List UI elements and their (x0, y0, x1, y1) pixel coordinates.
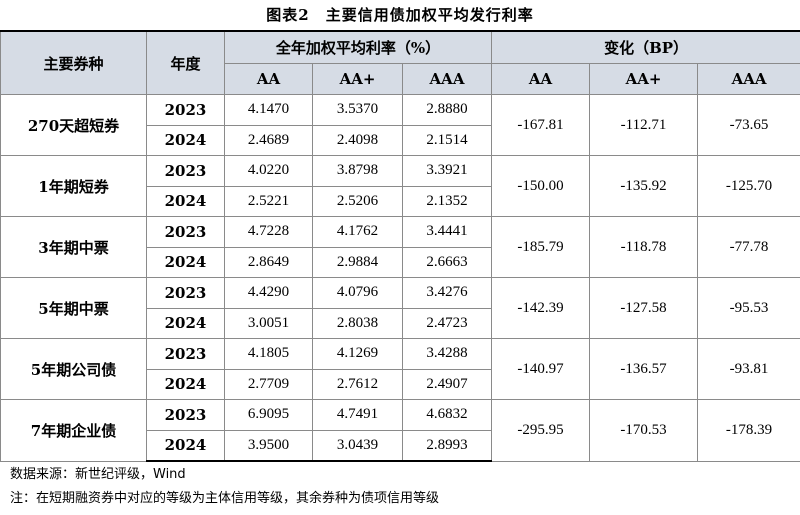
rate-cell: 2.4907 (401, 368, 493, 400)
rate-cell: 3.9500 (224, 429, 313, 462)
table-row: 2024 3.9500 3.0439 2.8993 (1, 429, 800, 462)
header-year: 年度 (146, 30, 225, 95)
rate-cell: 2.7612 (312, 368, 403, 400)
rate-cell: 2.9884 (312, 246, 403, 278)
rate-cell: 2.4723 (401, 307, 493, 339)
rate-cell: 3.4276 (401, 277, 493, 309)
header-rate-aa: AA (224, 63, 313, 95)
footnote: 注：在短期融资券中对应的等级为主体信用等级，其余券种为债项信用等级 (10, 491, 440, 506)
change-cell: -135.92 (589, 155, 699, 217)
bond-type: 270天超短券 (0, 94, 147, 156)
rate-cell: 4.1269 (312, 338, 403, 370)
year-cell: 2024 (146, 368, 225, 400)
year-cell: 2023 (146, 338, 225, 370)
table-row: 2024 2.7709 2.7612 2.4907 (1, 368, 800, 400)
year-cell: 2024 (146, 246, 225, 278)
year-cell: 2023 (146, 94, 225, 126)
rate-cell: 3.4288 (401, 338, 493, 370)
rate-cell: 2.8880 (401, 94, 493, 126)
rate-cell: 4.1470 (224, 94, 313, 126)
rate-cell: 3.3921 (401, 155, 493, 187)
bond-type: 3年期中票 (0, 216, 147, 278)
rate-cell: 3.0439 (312, 429, 403, 462)
change-cell: -170.53 (589, 399, 699, 462)
table-row: 270天超短券 2023 4.1470 3.5370 2.8880 -167.81 -112… (0, 94, 800, 156)
year-cell: 2024 (146, 185, 225, 217)
year-cell: 2024 (146, 124, 225, 156)
rates-table: 主要券种 年度 全年加权平均利率（%） 变化（BP） AA AA+ AAA AA… (0, 30, 800, 462)
change-cell: -77.78 (697, 216, 800, 278)
change-cell: -93.81 (697, 338, 800, 400)
rate-cell: 4.4290 (224, 277, 313, 309)
bond-type: 7年期企业债 (0, 399, 147, 462)
header-type: 主要券种 (0, 30, 147, 95)
change-cell: -140.97 (491, 338, 591, 400)
rate-cell: 2.7709 (224, 368, 313, 400)
table-row: 2024 2.8649 2.9884 2.6663 (1, 246, 800, 278)
bond-type: 1年期短券 (0, 155, 147, 217)
rate-cell: 3.8798 (312, 155, 403, 187)
year-cell: 2024 (146, 429, 225, 462)
rate-cell: 4.1762 (312, 216, 403, 248)
header-rate-aaa: AAA (401, 63, 493, 95)
change-cell: -167.81 (491, 94, 591, 156)
rate-cell: 4.0796 (312, 277, 403, 309)
rate-cell: 4.7228 (224, 216, 313, 248)
change-cell: -118.78 (589, 216, 699, 278)
source-note: 数据来源：新世纪评级，Wind (10, 467, 186, 482)
table-row: 2024 2.4689 2.4098 2.1514 (1, 124, 800, 156)
table-row: 7年期企业债 2023 6.9095 4.7491 4.6832 -295.95 -170.… (0, 399, 800, 462)
change-cell: -150.00 (491, 155, 591, 217)
bond-type: 5年期公司债 (0, 338, 147, 400)
year-cell: 2023 (146, 277, 225, 309)
change-cell: -295.95 (491, 399, 591, 462)
year-cell: 2024 (146, 307, 225, 339)
table-row: 5年期中票 2023 4.4290 4.0796 3.4276 -142.39 -127.5… (0, 277, 800, 339)
change-cell: -142.39 (491, 277, 591, 339)
header-change-group: 变化（BP） (491, 30, 800, 64)
table-row: 5年期公司债 2023 4.1805 4.1269 3.4288 -140.97 -136.… (0, 338, 800, 400)
rate-cell: 2.4689 (224, 124, 313, 156)
change-cell: -178.39 (697, 399, 800, 462)
rate-cell: 2.4098 (312, 124, 403, 156)
year-cell: 2023 (146, 155, 225, 187)
year-cell: 2023 (146, 399, 225, 431)
rate-cell: 4.0220 (224, 155, 313, 187)
change-cell: -95.53 (697, 277, 800, 339)
rate-cell: 2.1514 (401, 124, 493, 156)
rate-cell: 2.5206 (312, 185, 403, 217)
rate-cell: 2.5221 (224, 185, 313, 217)
rate-cell: 6.9095 (224, 399, 313, 431)
table-row: 2024 3.0051 2.8038 2.4723 (1, 307, 800, 339)
notes: 数据来源：新世纪评级，Wind 注：在短期融资券中对应的等级为主体信用等级，其余… (10, 463, 439, 511)
change-cell: -127.58 (589, 277, 699, 339)
rate-cell: 2.1352 (401, 185, 493, 217)
rate-cell: 2.8038 (312, 307, 403, 339)
header-change-aa: AA (491, 63, 591, 95)
rate-cell: 4.6832 (401, 399, 493, 431)
rate-cell: 3.4441 (401, 216, 493, 248)
header-change-aaplus: AA+ (589, 63, 699, 95)
change-cell: -125.70 (697, 155, 800, 217)
rate-cell: 4.7491 (312, 399, 403, 431)
change-cell: -136.57 (589, 338, 699, 400)
rate-cell: 2.8649 (224, 246, 313, 278)
rate-cell: 4.1805 (224, 338, 313, 370)
table-row: 1年期短券 2023 4.0220 3.8798 3.3921 -150.00 -135.9… (0, 155, 800, 217)
rate-cell: 3.5370 (312, 94, 403, 126)
change-cell: -185.79 (491, 216, 591, 278)
rate-cell: 2.6663 (401, 246, 493, 278)
table-title: 图表2 主要信用债加权平均发行利率 (266, 6, 534, 24)
rate-cell: 2.8993 (401, 429, 493, 462)
table-row: 2024 2.5221 2.5206 2.1352 (1, 185, 800, 217)
change-cell: -112.71 (589, 94, 699, 156)
bond-type: 5年期中票 (0, 277, 147, 339)
header-rate-group: 全年加权平均利率（%） (223, 30, 493, 64)
table-row: 3年期中票 2023 4.7228 4.1762 3.4441 -185.79 -118.7… (0, 216, 800, 278)
change-cell: -73.65 (697, 94, 800, 156)
header-change-aaa: AAA (697, 63, 800, 95)
year-cell: 2023 (146, 216, 225, 248)
header-rate-aaplus: AA+ (312, 63, 403, 95)
rate-cell: 3.0051 (224, 307, 313, 339)
